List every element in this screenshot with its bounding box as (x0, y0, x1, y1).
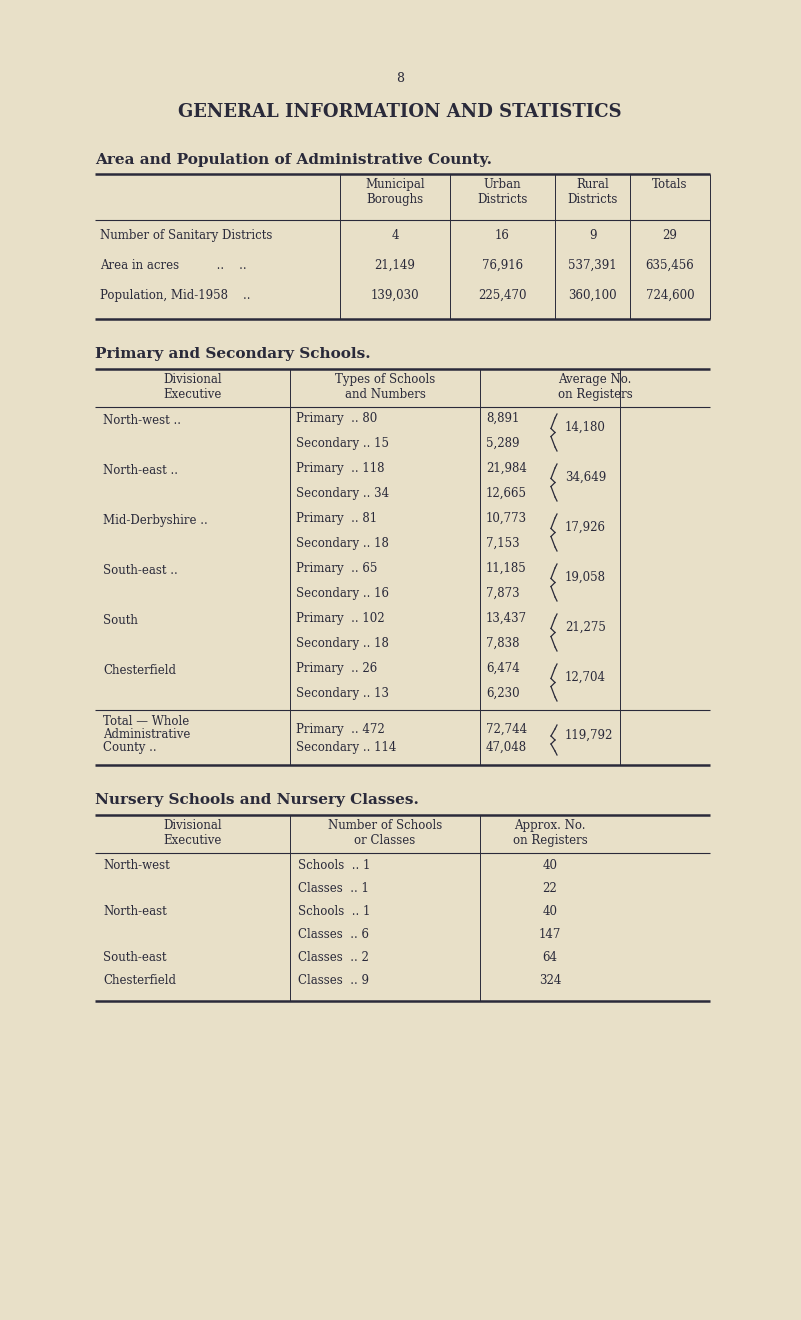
Text: Area and Population of Administrative County.: Area and Population of Administrative Co… (95, 153, 492, 168)
Text: 635,456: 635,456 (646, 259, 694, 272)
Text: Classes  .. 9: Classes .. 9 (298, 974, 369, 987)
Text: 119,792: 119,792 (565, 729, 614, 742)
Text: North-west ..: North-west .. (103, 414, 181, 426)
Text: 7,153: 7,153 (486, 537, 520, 550)
Text: Schools  .. 1: Schools .. 1 (298, 859, 370, 873)
Text: South-east: South-east (103, 950, 167, 964)
Text: 6,230: 6,230 (486, 686, 520, 700)
Text: Primary  .. 65: Primary .. 65 (296, 562, 377, 576)
Text: Average No.
on Registers: Average No. on Registers (557, 374, 632, 401)
Text: Types of Schools
and Numbers: Types of Schools and Numbers (335, 374, 435, 401)
Text: Primary and Secondary Schools.: Primary and Secondary Schools. (95, 347, 371, 360)
Text: 13,437: 13,437 (486, 612, 527, 624)
Text: North-east ..: North-east .. (103, 465, 178, 477)
Text: Secondary .. 18: Secondary .. 18 (296, 638, 388, 649)
Text: Primary  .. 102: Primary .. 102 (296, 612, 384, 624)
Text: 76,916: 76,916 (482, 259, 523, 272)
Text: Primary  .. 472: Primary .. 472 (296, 723, 384, 737)
Text: GENERAL INFORMATION AND STATISTICS: GENERAL INFORMATION AND STATISTICS (178, 103, 622, 121)
Text: Classes  .. 1: Classes .. 1 (298, 882, 369, 895)
Text: 12,665: 12,665 (486, 487, 527, 500)
Text: Mid-Derbyshire ..: Mid-Derbyshire .. (103, 513, 207, 527)
Text: Administrative: Administrative (103, 729, 191, 741)
Text: 5,289: 5,289 (486, 437, 520, 450)
Text: 17,926: 17,926 (565, 521, 606, 535)
Text: 360,100: 360,100 (568, 289, 617, 302)
Text: Schools  .. 1: Schools .. 1 (298, 906, 370, 917)
Text: Secondary .. 34: Secondary .. 34 (296, 487, 389, 500)
Text: 139,030: 139,030 (371, 289, 419, 302)
Text: 724,600: 724,600 (646, 289, 694, 302)
Text: 7,873: 7,873 (486, 587, 520, 601)
Text: 22: 22 (542, 882, 557, 895)
Text: North-west: North-west (103, 859, 170, 873)
Text: Area in acres          ..    ..: Area in acres .. .. (100, 259, 247, 272)
Text: 8,891: 8,891 (486, 412, 519, 425)
Text: 21,984: 21,984 (486, 462, 527, 475)
Text: 19,058: 19,058 (565, 572, 606, 583)
Text: Secondary .. 18: Secondary .. 18 (296, 537, 388, 550)
Text: 29: 29 (662, 228, 678, 242)
Text: Chesterfield: Chesterfield (103, 974, 176, 987)
Text: 9: 9 (589, 228, 596, 242)
Text: 537,391: 537,391 (568, 259, 617, 272)
Text: 324: 324 (539, 974, 562, 987)
Text: 64: 64 (542, 950, 557, 964)
Text: Classes  .. 2: Classes .. 2 (298, 950, 369, 964)
Text: Primary  .. 81: Primary .. 81 (296, 512, 377, 525)
Text: 34,649: 34,649 (565, 471, 606, 484)
Text: 147: 147 (539, 928, 562, 941)
Text: 21,275: 21,275 (565, 620, 606, 634)
Text: Classes  .. 6: Classes .. 6 (298, 928, 369, 941)
Text: 40: 40 (542, 859, 557, 873)
Text: 11,185: 11,185 (486, 562, 527, 576)
Text: 225,470: 225,470 (478, 289, 527, 302)
Text: 12,704: 12,704 (565, 671, 606, 684)
Text: South: South (103, 614, 138, 627)
Text: Population, Mid-1958    ..: Population, Mid-1958 .. (100, 289, 251, 302)
Text: 4: 4 (391, 228, 399, 242)
Text: Urban
Districts: Urban Districts (477, 178, 528, 206)
Text: North-east: North-east (103, 906, 167, 917)
Text: Totals: Totals (652, 178, 688, 191)
Text: Secondary .. 15: Secondary .. 15 (296, 437, 389, 450)
Text: Approx. No.
on Registers: Approx. No. on Registers (513, 818, 587, 847)
Text: Divisional
Executive: Divisional Executive (163, 374, 222, 401)
Text: Secondary .. 13: Secondary .. 13 (296, 686, 389, 700)
Text: 7,838: 7,838 (486, 638, 520, 649)
Text: 16: 16 (495, 228, 510, 242)
Text: 6,474: 6,474 (486, 663, 520, 675)
Text: Primary  .. 118: Primary .. 118 (296, 462, 384, 475)
Text: 21,149: 21,149 (375, 259, 416, 272)
Text: Primary  .. 26: Primary .. 26 (296, 663, 377, 675)
Text: 10,773: 10,773 (486, 512, 527, 525)
Text: Municipal
Boroughs: Municipal Boroughs (365, 178, 425, 206)
Text: Secondary .. 114: Secondary .. 114 (296, 741, 396, 754)
Text: Primary  .. 80: Primary .. 80 (296, 412, 377, 425)
Text: 8: 8 (396, 73, 404, 84)
Text: 47,048: 47,048 (486, 741, 527, 754)
Text: 40: 40 (542, 906, 557, 917)
Text: Number of Schools
or Classes: Number of Schools or Classes (328, 818, 442, 847)
Text: Number of Sanitary Districts: Number of Sanitary Districts (100, 228, 272, 242)
Text: 14,180: 14,180 (565, 421, 606, 434)
Text: South-east ..: South-east .. (103, 564, 178, 577)
Text: Total — Whole: Total — Whole (103, 715, 189, 729)
Text: 72,744: 72,744 (486, 723, 527, 737)
Text: Chesterfield: Chesterfield (103, 664, 176, 677)
Text: County ..: County .. (103, 741, 157, 754)
Text: Secondary .. 16: Secondary .. 16 (296, 587, 389, 601)
Text: Nursery Schools and Nursery Classes.: Nursery Schools and Nursery Classes. (95, 793, 419, 807)
Text: Divisional
Executive: Divisional Executive (163, 818, 222, 847)
Text: Rural
Districts: Rural Districts (567, 178, 618, 206)
